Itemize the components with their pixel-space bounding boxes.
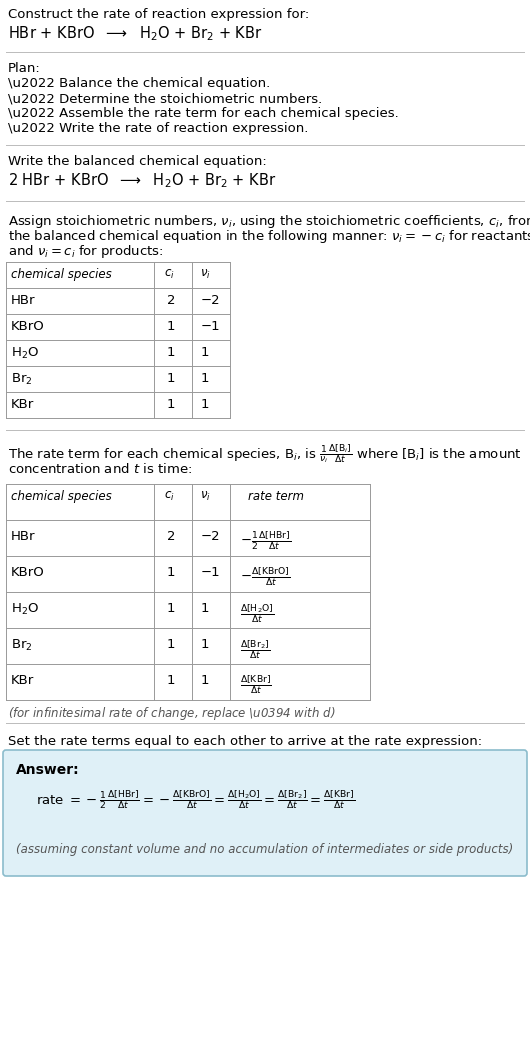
Text: HBr: HBr bbox=[11, 294, 36, 307]
Text: $\frac{\Delta[\mathrm{H_2O}]}{\Delta t}$: $\frac{\Delta[\mathrm{H_2O}]}{\Delta t}$ bbox=[240, 602, 275, 625]
Text: KBr: KBr bbox=[11, 398, 34, 411]
Text: H$_2$O: H$_2$O bbox=[11, 346, 39, 362]
Text: $\nu_i$: $\nu_i$ bbox=[200, 268, 211, 281]
Text: Br$_2$: Br$_2$ bbox=[11, 638, 32, 653]
Text: −1: −1 bbox=[201, 566, 220, 579]
Text: chemical species: chemical species bbox=[11, 268, 112, 281]
Text: $c_i$: $c_i$ bbox=[164, 268, 175, 281]
Text: \u2022 Determine the stoichiometric numbers.: \u2022 Determine the stoichiometric numb… bbox=[8, 92, 322, 105]
Text: −2: −2 bbox=[201, 294, 220, 307]
Text: $\frac{\Delta[\mathrm{KBr}]}{\Delta t}$: $\frac{\Delta[\mathrm{KBr}]}{\Delta t}$ bbox=[240, 674, 272, 696]
Text: $-\frac{1}{2}\frac{\Delta[\mathrm{HBr}]}{\Delta t}$: $-\frac{1}{2}\frac{\Delta[\mathrm{HBr}]}… bbox=[240, 530, 292, 552]
Text: $\nu_i$: $\nu_i$ bbox=[200, 490, 211, 503]
Text: 1: 1 bbox=[167, 320, 175, 333]
Text: KBr: KBr bbox=[11, 674, 34, 687]
Text: 1: 1 bbox=[167, 566, 175, 579]
Text: and $\nu_i = c_i$ for products:: and $\nu_i = c_i$ for products: bbox=[8, 243, 164, 260]
Text: 1: 1 bbox=[201, 638, 209, 651]
Text: KBrO: KBrO bbox=[11, 320, 45, 333]
Text: 2: 2 bbox=[167, 530, 175, 543]
Text: (for infinitesimal rate of change, replace \u0394 with $d$): (for infinitesimal rate of change, repla… bbox=[8, 705, 335, 722]
FancyBboxPatch shape bbox=[3, 750, 527, 876]
Text: HBr + KBrO  $\longrightarrow$  H$_2$O + Br$_2$ + KBr: HBr + KBrO $\longrightarrow$ H$_2$O + Br… bbox=[8, 24, 263, 43]
Text: 1: 1 bbox=[201, 674, 209, 687]
Text: 1: 1 bbox=[167, 398, 175, 411]
Text: Assign stoichiometric numbers, $\nu_i$, using the stoichiometric coefficients, $: Assign stoichiometric numbers, $\nu_i$, … bbox=[8, 213, 530, 230]
Text: 2 HBr + KBrO  $\longrightarrow$  H$_2$O + Br$_2$ + KBr: 2 HBr + KBrO $\longrightarrow$ H$_2$O + … bbox=[8, 171, 277, 190]
Text: rate $= -\frac{1}{2}\frac{\Delta[\mathrm{HBr}]}{\Delta t} = -\frac{\Delta[\mathr: rate $= -\frac{1}{2}\frac{\Delta[\mathrm… bbox=[36, 788, 356, 811]
Text: rate term: rate term bbox=[248, 490, 304, 503]
Text: −2: −2 bbox=[201, 530, 220, 543]
Text: HBr: HBr bbox=[11, 530, 36, 543]
Text: concentration and $t$ is time:: concentration and $t$ is time: bbox=[8, 462, 192, 476]
Text: chemical species: chemical species bbox=[11, 490, 112, 503]
Text: 1: 1 bbox=[201, 398, 209, 411]
Text: KBrO: KBrO bbox=[11, 566, 45, 579]
Text: 1: 1 bbox=[167, 346, 175, 359]
Text: 1: 1 bbox=[167, 638, 175, 651]
Text: 1: 1 bbox=[167, 674, 175, 687]
Text: 2: 2 bbox=[167, 294, 175, 307]
Text: 1: 1 bbox=[167, 602, 175, 615]
Text: 1: 1 bbox=[167, 372, 175, 384]
Text: 1: 1 bbox=[201, 372, 209, 384]
Text: Plan:: Plan: bbox=[8, 63, 41, 75]
Text: Construct the rate of reaction expression for:: Construct the rate of reaction expressio… bbox=[8, 8, 309, 21]
Text: 1: 1 bbox=[201, 602, 209, 615]
Text: \u2022 Write the rate of reaction expression.: \u2022 Write the rate of reaction expres… bbox=[8, 122, 308, 135]
Text: \u2022 Assemble the rate term for each chemical species.: \u2022 Assemble the rate term for each c… bbox=[8, 107, 399, 120]
Text: Answer:: Answer: bbox=[16, 763, 80, 777]
Text: Br$_2$: Br$_2$ bbox=[11, 372, 32, 387]
Text: $\frac{\Delta[\mathrm{Br_2}]}{\Delta t}$: $\frac{\Delta[\mathrm{Br_2}]}{\Delta t}$ bbox=[240, 638, 270, 661]
Text: \u2022 Balance the chemical equation.: \u2022 Balance the chemical equation. bbox=[8, 77, 270, 90]
Text: (assuming constant volume and no accumulation of intermediates or side products): (assuming constant volume and no accumul… bbox=[16, 843, 513, 855]
Text: The rate term for each chemical species, B$_i$, is $\frac{1}{\nu_i}\frac{\Delta[: The rate term for each chemical species,… bbox=[8, 442, 522, 465]
Text: $c_i$: $c_i$ bbox=[164, 490, 175, 503]
Text: $-\frac{\Delta[\mathrm{KBrO}]}{\Delta t}$: $-\frac{\Delta[\mathrm{KBrO}]}{\Delta t}… bbox=[240, 566, 290, 588]
Text: H$_2$O: H$_2$O bbox=[11, 602, 39, 617]
Text: the balanced chemical equation in the following manner: $\nu_i = -c_i$ for react: the balanced chemical equation in the fo… bbox=[8, 228, 530, 245]
Text: Write the balanced chemical equation:: Write the balanced chemical equation: bbox=[8, 155, 267, 168]
Text: −1: −1 bbox=[201, 320, 220, 333]
Text: Set the rate terms equal to each other to arrive at the rate expression:: Set the rate terms equal to each other t… bbox=[8, 735, 482, 748]
Text: 1: 1 bbox=[201, 346, 209, 359]
